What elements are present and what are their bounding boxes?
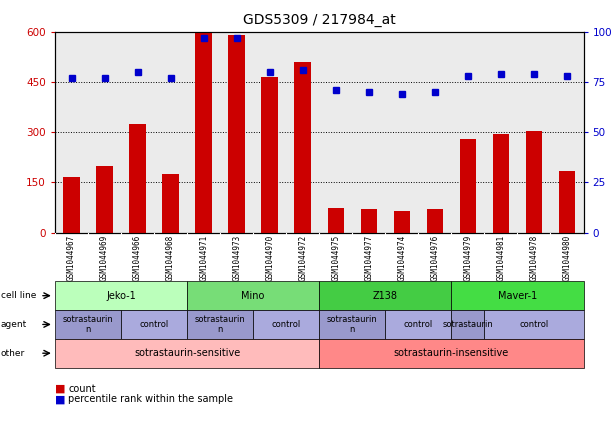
Text: GSM1044979: GSM1044979 bbox=[463, 235, 472, 281]
Text: cell line: cell line bbox=[1, 291, 36, 300]
Text: GDS5309 / 217984_at: GDS5309 / 217984_at bbox=[243, 13, 396, 27]
Text: Mino: Mino bbox=[241, 291, 265, 301]
Text: sotrastaurin
n: sotrastaurin n bbox=[195, 315, 246, 334]
Text: GSM1044977: GSM1044977 bbox=[364, 235, 373, 281]
Text: GSM1044973: GSM1044973 bbox=[232, 235, 241, 281]
Bar bbox=[64, 177, 80, 233]
Bar bbox=[426, 209, 443, 233]
Bar bbox=[97, 166, 113, 233]
Text: GSM1044968: GSM1044968 bbox=[166, 235, 175, 281]
Text: sotrastaurin-insensitive: sotrastaurin-insensitive bbox=[393, 348, 509, 358]
Text: sotrastaurin: sotrastaurin bbox=[442, 320, 493, 329]
Bar bbox=[558, 171, 575, 233]
Text: GSM1044972: GSM1044972 bbox=[298, 235, 307, 281]
Bar bbox=[492, 134, 509, 233]
Text: GSM1044976: GSM1044976 bbox=[430, 235, 439, 281]
Bar bbox=[163, 174, 179, 233]
Bar bbox=[130, 124, 146, 233]
Text: agent: agent bbox=[1, 320, 27, 329]
Text: count: count bbox=[68, 384, 96, 394]
Text: GSM1044978: GSM1044978 bbox=[530, 235, 538, 281]
Text: sotrastaurin
n: sotrastaurin n bbox=[327, 315, 378, 334]
Text: control: control bbox=[404, 320, 433, 329]
Text: sotrastaurin-sensitive: sotrastaurin-sensitive bbox=[134, 348, 240, 358]
Text: ■: ■ bbox=[55, 394, 65, 404]
Text: control: control bbox=[139, 320, 169, 329]
Text: other: other bbox=[1, 349, 25, 358]
Bar bbox=[459, 139, 476, 233]
Text: GSM1044975: GSM1044975 bbox=[331, 235, 340, 281]
Text: Z138: Z138 bbox=[373, 291, 398, 301]
Text: percentile rank within the sample: percentile rank within the sample bbox=[68, 394, 233, 404]
Text: Maver-1: Maver-1 bbox=[498, 291, 537, 301]
Text: ■: ■ bbox=[55, 384, 65, 394]
Text: control: control bbox=[272, 320, 301, 329]
Text: GSM1044981: GSM1044981 bbox=[496, 235, 505, 281]
Text: Jeko-1: Jeko-1 bbox=[106, 291, 136, 301]
Text: GSM1044967: GSM1044967 bbox=[67, 235, 76, 281]
Bar bbox=[262, 77, 278, 233]
Text: sotrastaurin
n: sotrastaurin n bbox=[63, 315, 114, 334]
Text: GSM1044974: GSM1044974 bbox=[397, 235, 406, 281]
Text: GSM1044966: GSM1044966 bbox=[133, 235, 142, 281]
Text: control: control bbox=[519, 320, 549, 329]
Bar bbox=[393, 211, 410, 233]
Text: GSM1044969: GSM1044969 bbox=[100, 235, 109, 281]
Bar bbox=[196, 32, 212, 233]
Bar bbox=[525, 131, 542, 233]
Bar bbox=[229, 35, 245, 233]
Text: GSM1044971: GSM1044971 bbox=[199, 235, 208, 281]
Bar bbox=[327, 208, 344, 233]
Bar bbox=[360, 209, 377, 233]
Bar bbox=[295, 62, 311, 233]
Text: GSM1044970: GSM1044970 bbox=[265, 235, 274, 281]
Text: GSM1044980: GSM1044980 bbox=[563, 235, 571, 281]
